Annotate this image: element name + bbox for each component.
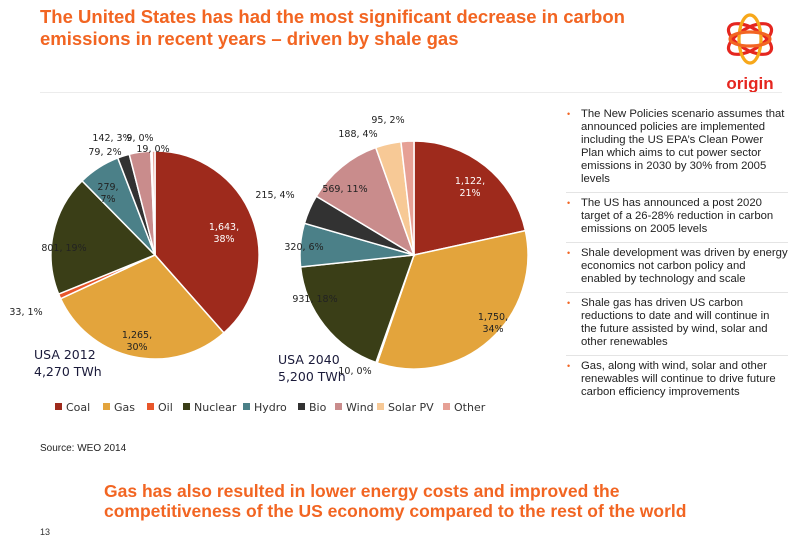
slide-subtitle: Gas has also resulted in lower energy co… [104,481,687,521]
logo-wordmark: origin [726,74,774,93]
legend-item-wind: Wind [335,401,374,414]
chart-legend: Coal Gas Oil Nuclear Hydro Bio Wind Solar PV Oth… [55,401,535,417]
bullet-text: The New Policies scenario assumes that a… [581,108,785,185]
origin-logo: origin [718,6,782,96]
legend-label: Oil [158,401,173,414]
pie-slice-wind [315,146,416,257]
legend-swatch-icon [243,403,250,410]
source-note: Source: WEO 2014 [40,443,127,454]
origin-logo-mark-icon [726,13,774,65]
legend-label: Bio [309,401,327,414]
slice-data-label: 188, 4% [338,129,377,140]
legend-item-coal: Coal [55,401,90,414]
bullet-list: • The New Policies scenario assumes that … [566,108,788,409]
legend-swatch-icon [335,403,342,410]
bullet-item: • Shale development was driven by energy … [566,247,788,293]
pie-chart-2040: 1,122, 21% 1,750, 34% 10, 0% 931, 18% 320, 6% 2… [255,115,529,384]
slice-data-label: 1,750, 34% [478,312,508,335]
legend-swatch-icon [298,403,305,410]
slice-data-label: 320, 6% [284,242,323,253]
legend-swatch-icon [443,403,450,410]
legend-swatch-icon [183,403,190,410]
bullet-item: • The US has announced a post 2020 target… [566,197,788,243]
slice-data-label: 10, 0% [338,366,371,377]
slice-data-label: 931, 18% [292,294,337,305]
bullet-item: • Gas, along with wind, solar and other r… [566,360,788,405]
legend-swatch-icon [103,403,110,410]
pie-chart-2012: 1,643, 38% 1,265, 30% 33, 1% 801, 19% 279, 7% 79… [9,133,260,379]
title-divider [40,92,782,93]
bullet-dot-icon: • [567,109,571,119]
slice-data-label: 95, 2% [371,115,404,126]
bullet-dot-icon: • [567,361,571,371]
slice-data-label: 79, 2% [88,147,121,158]
slice-data-label: 1,643, 38% [209,222,239,245]
pie-slice-coal [413,140,527,256]
pie-slice-coal [154,150,260,334]
legend-item-nuclear: Nuclear [183,401,236,414]
legend-item-gas: Gas [103,401,135,414]
slice-data-label: 1,122, 21% [455,176,485,199]
slice-data-label: 569, 11% [322,184,367,195]
legend-item-solar-pv: Solar PV [377,401,434,414]
slide-title: The United States has had the most signi… [40,6,625,49]
bullet-text: Gas, along with wind, solar and other re… [581,360,776,398]
pie-total-label: 5,200 TWh [278,369,346,384]
pie-slice-nuclear [50,179,157,296]
bullet-text: Shale gas has driven US carbon reduction… [581,297,770,348]
bullet-dot-icon: • [567,248,571,258]
slice-data-label: 215, 4% [255,190,294,201]
slice-data-label: 19, 0% [136,144,169,155]
legend-label: Solar PV [388,401,434,414]
pie-total-label: USA 2040 [278,352,340,367]
pie-slice-other [400,140,415,256]
slice-data-label: 9, 0% [126,133,153,144]
page-number: 13 [40,527,51,537]
pie-slice-gas [376,229,529,370]
bullet-dot-icon: • [567,198,571,208]
legend-label: Wind [346,401,374,414]
legend-item-bio: Bio [298,401,326,414]
bullet-item: • Shale gas has driven US carbon reductio… [566,297,788,356]
bullet-text: Shale development was driven by energy e… [581,247,788,285]
pie-total-label: USA 2012 [34,347,96,362]
legend-swatch-icon [147,403,154,410]
pie-total-label: 4,270 TWh [34,364,102,379]
legend-item-hydro: Hydro [243,401,287,414]
slice-data-label: 33, 1% [9,307,42,318]
legend-label: Hydro [254,401,287,414]
slice-data-label: 1,265, 30% [122,330,152,353]
legend-item-other: Other [443,401,485,414]
slice-data-label: 279, 7% [97,182,118,205]
legend-label: Gas [114,401,135,414]
legend-label: Coal [66,401,91,414]
pie-slice-nuclear [299,254,416,364]
slice-data-label: 142, 3% [92,133,131,144]
bullet-item: • The New Policies scenario assumes that … [566,108,788,193]
bullet-text: The US has announced a post 2020 target … [581,197,774,235]
legend-swatch-icon [377,403,384,410]
pie-slice-other [151,150,156,256]
legend-item-oil: Oil [147,401,173,414]
pie-charts: 1,643, 38% 1,265, 30% 33, 1% 801, 19% 279, 7% 79… [9,115,529,384]
legend-label: Nuclear [194,401,237,414]
pie-slice-gas [59,254,225,360]
bullet-dot-icon: • [567,298,571,308]
legend-swatch-icon [55,403,62,410]
legend-label: Other [454,401,486,414]
slice-data-label: 801, 19% [41,243,86,254]
